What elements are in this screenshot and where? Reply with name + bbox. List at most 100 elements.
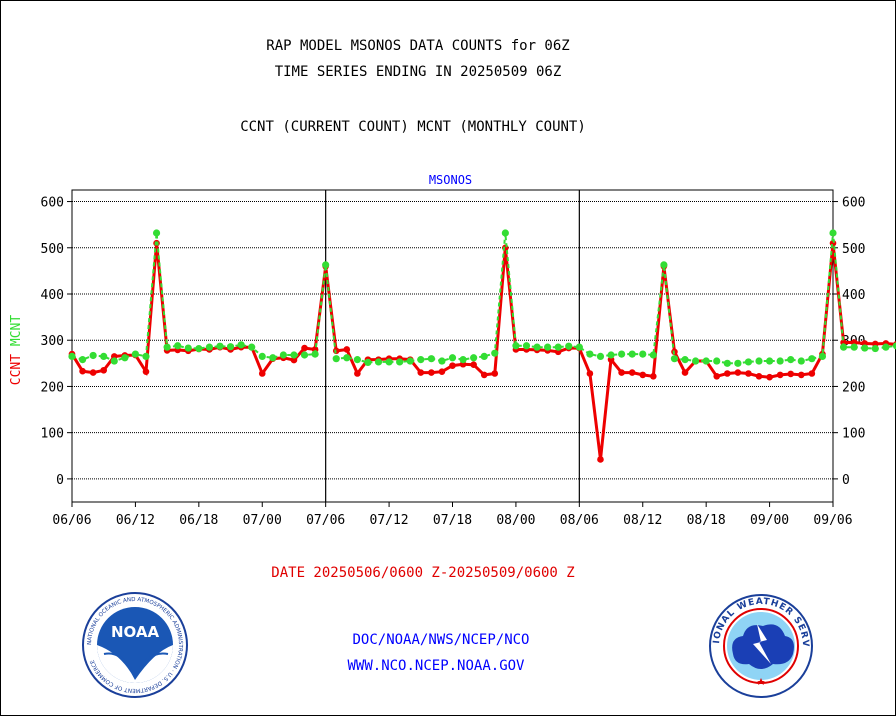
y-tick-label: 300 (41, 334, 64, 349)
data-point-mcnt (131, 350, 140, 358)
data-point-mcnt (374, 358, 383, 366)
data-point-mcnt (216, 342, 224, 350)
data-point-mcnt (713, 357, 721, 365)
time-series-chart: 0010010020020030030040040050050060060006… (9, 173, 896, 528)
data-point-mcnt (491, 349, 499, 357)
data-point-mcnt (353, 356, 361, 364)
data-point-mcnt (544, 343, 552, 351)
data-point-mcnt (691, 357, 700, 365)
data-point-mcnt (565, 342, 573, 350)
data-point-mcnt (734, 359, 742, 367)
data-point-mcnt (765, 357, 774, 365)
data-point-mcnt (448, 354, 457, 362)
website-link[interactable]: WWW.NCO.NCEP.NOAA.GOV (347, 658, 525, 674)
data-point-ccnt (89, 369, 97, 376)
data-point-ccnt (480, 371, 488, 379)
title-line-2: TIME SERIES ENDING IN 20250509 06Z (274, 64, 562, 80)
nws-logo: NATIONAL WEATHER SERVICE (709, 594, 813, 698)
data-point-mcnt (522, 342, 531, 350)
y-tick-label: 600 (842, 196, 865, 211)
data-point-mcnt (744, 358, 753, 366)
data-point-mcnt (100, 352, 108, 360)
data-point-mcnt (575, 343, 583, 351)
data-point-mcnt (385, 358, 393, 366)
x-tick-label: 08/18 (687, 513, 726, 528)
data-point-mcnt (89, 351, 97, 360)
data-point-mcnt (68, 352, 76, 360)
y-tick-label: 100 (41, 427, 64, 442)
data-point-ccnt (639, 371, 647, 379)
data-point-mcnt (417, 356, 425, 364)
x-tick-label: 07/18 (433, 513, 472, 528)
data-point-mcnt (787, 356, 795, 364)
data-point-mcnt (639, 350, 647, 358)
data-point-ccnt (354, 370, 361, 377)
x-tick-label: 06/18 (179, 513, 218, 528)
data-point-mcnt (78, 356, 87, 364)
y-tick-label: 400 (41, 288, 64, 303)
data-point-mcnt (839, 343, 848, 351)
data-point-mcnt (427, 355, 435, 363)
data-point-mcnt (332, 355, 340, 363)
data-point-mcnt (702, 357, 710, 365)
data-point-mcnt (892, 342, 896, 350)
data-point-ccnt (438, 368, 446, 375)
data-point-mcnt (438, 357, 446, 365)
data-point-ccnt (100, 366, 108, 374)
y-axis-label: CCNT MCNT (9, 315, 24, 386)
x-tick-label: 07/06 (306, 513, 345, 528)
data-point-mcnt (797, 357, 805, 365)
data-point-mcnt (628, 350, 636, 358)
data-point-mcnt (110, 357, 118, 365)
data-point-ccnt (428, 369, 435, 376)
data-point-mcnt (670, 355, 679, 363)
data-point-ccnt (290, 356, 298, 364)
data-point-mcnt (269, 354, 277, 362)
data-point-ccnt (776, 371, 784, 379)
data-point-mcnt (300, 351, 309, 359)
data-point-mcnt (808, 355, 816, 363)
x-tick-label: 07/00 (243, 513, 282, 528)
data-point-mcnt (480, 352, 488, 360)
x-tick-label: 08/00 (496, 513, 535, 528)
data-point-ccnt (470, 361, 477, 369)
data-point-mcnt (660, 261, 668, 269)
data-point-ccnt (681, 369, 689, 376)
series-line-ccnt (70, 243, 896, 460)
data-point-mcnt (596, 352, 605, 360)
y-tick-label: 500 (41, 242, 64, 257)
data-point-ccnt (808, 370, 816, 377)
data-point-mcnt (343, 354, 351, 362)
data-point-mcnt (755, 357, 763, 365)
data-point-ccnt (628, 369, 636, 376)
y-axis-label-ccnt: CCNT (9, 346, 24, 385)
y-tick-label: 200 (41, 380, 64, 395)
data-point-ccnt (142, 368, 150, 375)
data-point-mcnt (142, 352, 150, 360)
data-point-mcnt (174, 342, 182, 350)
data-point-ccnt (787, 370, 795, 378)
data-point-mcnt (871, 344, 879, 353)
y-tick-label: 600 (41, 196, 64, 211)
data-point-mcnt (512, 342, 520, 350)
data-point-mcnt (776, 357, 784, 365)
data-point-mcnt (248, 343, 256, 351)
data-point-mcnt (121, 354, 129, 362)
y-tick-label: 0 (842, 473, 850, 488)
series-line-mcnt (71, 232, 896, 365)
data-point-mcnt (163, 343, 171, 351)
data-point-ccnt (734, 369, 742, 376)
data-point-mcnt (459, 356, 467, 364)
data-point-mcnt (681, 356, 689, 364)
noaa-logo: NOAA NATIONAL OCEANIC AND ATMOSPHERIC AD… (82, 592, 188, 698)
data-point-mcnt (533, 343, 541, 351)
x-tick-label: 08/06 (560, 513, 599, 528)
x-tick-label: 06/06 (52, 513, 91, 528)
data-point-mcnt (723, 359, 731, 367)
plot-title: MSONOS (429, 173, 472, 187)
data-point-mcnt (818, 352, 827, 360)
data-point-ccnt (745, 370, 752, 377)
data-point-mcnt (322, 261, 330, 269)
data-point-mcnt (861, 344, 869, 352)
organization-label: DOC/NOAA/NWS/NCEP/NCO (352, 632, 530, 648)
